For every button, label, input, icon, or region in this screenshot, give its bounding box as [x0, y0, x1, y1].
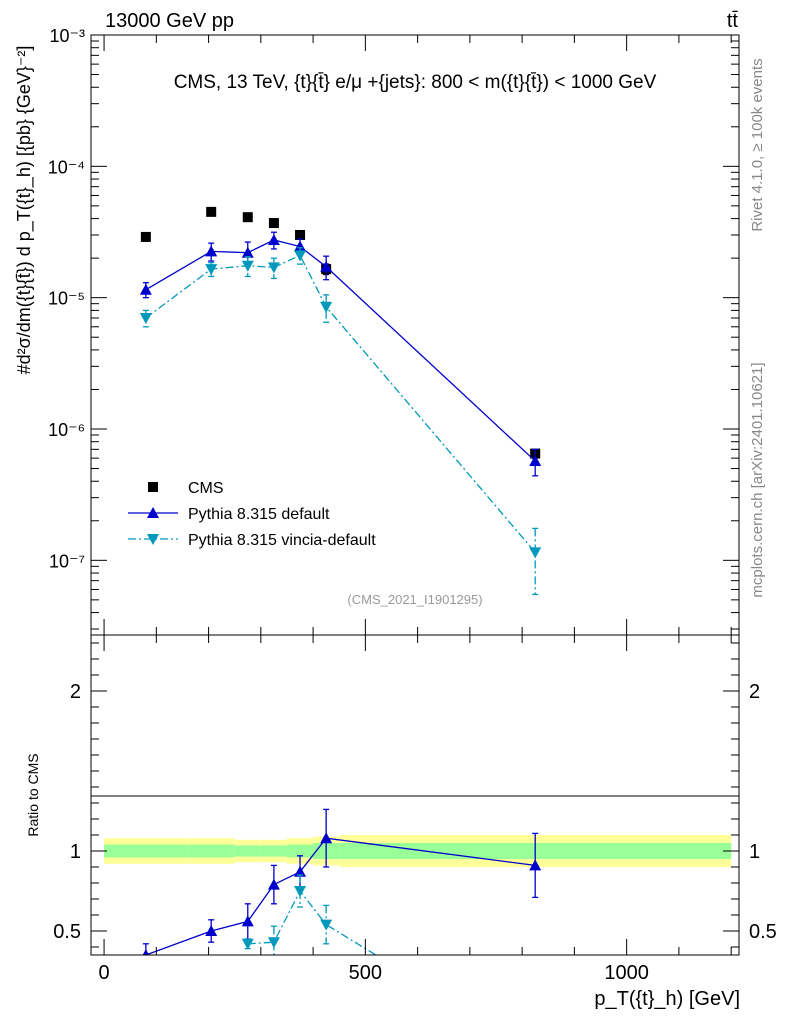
ratio-point-vincia: [241, 938, 254, 950]
analysis-watermark: (CMS_2021_I1901295): [347, 592, 482, 607]
data-point-vincia: [529, 547, 542, 559]
data-point-vincia: [267, 262, 280, 274]
y-tick-label: 10⁻³: [49, 26, 85, 46]
main-y-axis-label: #d²σ/dm({t}{t̄}) d p_T({t}_h) [{pb} {GeV…: [14, 46, 35, 375]
y-tick-label: 10⁻⁴: [48, 157, 85, 177]
ratio-y-tick-label: 1: [70, 841, 81, 863]
band-inner-segment: [104, 844, 188, 858]
ratio-point-default: [142, 949, 150, 955]
data-point-default: [267, 233, 280, 245]
ratio-point-vincia: [267, 937, 280, 949]
ratio-point-default: [241, 915, 254, 927]
legend-marker-vincia: [147, 534, 159, 545]
error-bar-vincia: [244, 256, 251, 278]
ratio-point-default: [205, 925, 218, 936]
data-point-cms: [242, 212, 253, 223]
band-inner-segment: [187, 844, 235, 858]
data-point-vincia: [320, 301, 333, 313]
ratio-y-tick-label: 2: [70, 681, 81, 703]
rivet-version-label: Rivet 4.1.0, ≥ 100k events: [749, 58, 766, 231]
main-data-layer: [139, 206, 542, 596]
x-tick-label: 0: [99, 962, 110, 984]
ratio-point-default: [529, 859, 542, 871]
ratio-data-layer: [142, 808, 542, 955]
x-axis-label: p_T({t}_h) [GeV]: [594, 988, 740, 1010]
legend-label-vincia: Pythia 8.315 vincia-default: [188, 532, 376, 549]
data-point-cms: [206, 206, 217, 217]
data-point-default: [241, 246, 254, 258]
ratio-panel: 0.5 0.5 1 1 2 2 0 500 1000 Ratio to CMS p_T({t}_…: [25, 634, 777, 1010]
ratio-point-default: [320, 832, 333, 844]
ratio-y-tick-label: 0.5: [53, 921, 81, 943]
band-inner-segment: [260, 845, 287, 857]
data-point-cms: [268, 218, 279, 229]
y-tick-label: 10⁻⁷: [49, 551, 85, 571]
data-point-default: [205, 245, 218, 257]
x-tick-label: 1000: [604, 962, 649, 984]
mcplots-label: mcplots.cern.ch [arXiv:2401.10621]: [749, 362, 766, 597]
data-point-default: [139, 283, 152, 295]
data-point-vincia: [241, 260, 254, 272]
ratio-y-axis-label: Ratio to CMS: [25, 753, 41, 836]
process-label: tt̄: [727, 10, 739, 32]
ratio-point-default: [294, 865, 307, 877]
data-point-default: [320, 260, 333, 272]
y-tick-label: 10⁻⁶: [48, 420, 85, 440]
main-axis-ticks: 10⁻⁷ 10⁻⁶ 10⁻⁵ 10⁻⁴ 10⁻³: [48, 26, 739, 635]
legend-label-default: Pythia 8.315 default: [188, 506, 330, 523]
error-bar-vincia: [270, 257, 277, 280]
ratio-point-vincia: [294, 886, 307, 897]
data-point-cms: [295, 230, 306, 240]
band-inner-segment: [234, 845, 261, 857]
ratio-y-tick-label-right: 1: [749, 841, 760, 863]
data-point-vincia: [139, 313, 152, 325]
legend-item-vincia: Pythia 8.315 vincia-default: [128, 532, 376, 549]
ratio-point-default: [267, 878, 280, 890]
legend-marker-default: [147, 507, 159, 518]
y-tick-label: 10⁻⁵: [48, 289, 85, 309]
data-point-cms: [140, 231, 151, 242]
ratio-uncertainty-band: [104, 835, 732, 867]
energy-label: 13000 GeV pp: [105, 10, 234, 32]
plot-title: CMS, 13 TeV, {t}{t̄} e/μ +{jets}: 800 < …: [174, 72, 657, 93]
data-point-default: [294, 240, 307, 252]
legend-label-cms: CMS: [188, 480, 224, 497]
ratio-frame: [90, 634, 740, 956]
ratio-axis-ticks: 0.5 0.5 1 1 2 2 0 500 1000: [53, 635, 777, 984]
data-point-default: [529, 455, 542, 467]
legend-marker-cms: [148, 482, 158, 492]
ratio-y-tick-label-right: 2: [749, 681, 760, 703]
main-panel: 10⁻⁷ 10⁻⁶ 10⁻⁵ 10⁻⁴ 10⁻³ CMS, 13 TeV, {t}{t̄…: [14, 26, 740, 636]
legend: CMS Pythia 8.315 default Pythia 8.315 vi…: [128, 480, 376, 549]
legend-item-default: Pythia 8.315 default: [128, 506, 330, 523]
error-bar-vincia: [323, 294, 330, 323]
error-bar-vincia: [532, 527, 539, 596]
x-tick-label: 500: [349, 962, 382, 984]
legend-item-cms: CMS: [148, 480, 224, 497]
ratio-line-vincia: [247, 889, 377, 955]
ratio-error-bar-default: [142, 943, 149, 955]
series-line-default: [145, 239, 536, 462]
data-point-vincia: [205, 264, 218, 276]
ratio-point-vincia: [320, 919, 333, 931]
data-point-vincia: [294, 250, 307, 262]
band-inner-segment: [286, 844, 314, 858]
ratio-y-tick-label-right: 0.5: [749, 921, 777, 943]
